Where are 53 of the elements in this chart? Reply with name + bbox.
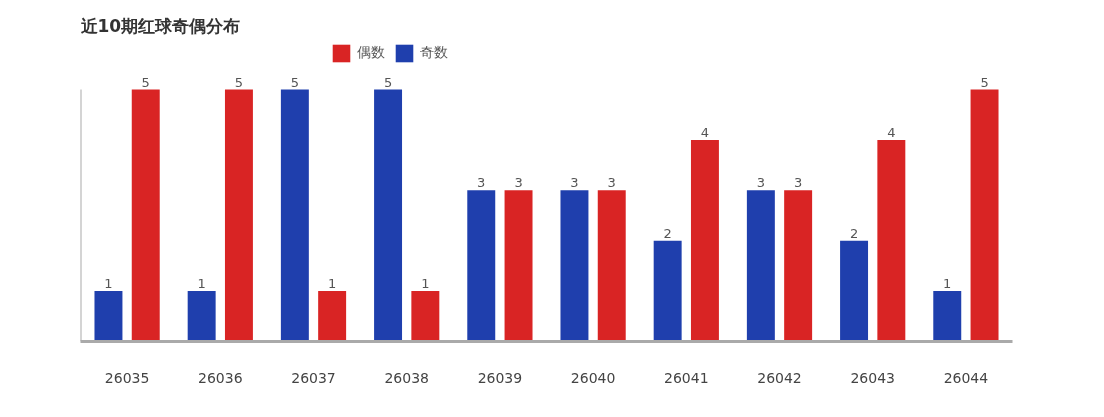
bar [504,190,533,342]
data-label: 3 [477,175,486,191]
x-tick-label: 26044 [943,369,989,386]
x-tick-label: 26037 [291,369,336,386]
bar [970,89,999,342]
data-label: 5 [234,74,244,90]
bar [784,190,813,342]
data-label: 4 [700,124,710,140]
bar [411,291,440,342]
legend-label: 偶数 [357,44,385,62]
bar [467,190,496,342]
bar [690,139,719,342]
data-label: 1 [421,276,430,292]
x-tick-label: 26042 [757,369,802,386]
data-label: 3 [607,175,616,191]
data-label: 5 [141,74,150,90]
data-label: 4 [887,124,896,140]
x-tick-label: 26038 [384,369,429,386]
bar [840,240,869,342]
bar [187,291,216,342]
x-tick-label: 26036 [198,369,243,386]
bar [933,291,962,342]
bar [224,89,253,342]
data-label: 1 [197,276,206,292]
data-label: 3 [570,175,579,191]
data-label: 1 [943,276,952,292]
bar [94,291,123,342]
bar [318,291,347,342]
chart-title: 近10期红球奇偶分布 [79,15,241,36]
bar [653,240,682,342]
x-tick-label: 26043 [850,369,895,386]
bar [597,190,626,342]
x-tick-label: 26041 [664,369,709,386]
bar [131,89,160,342]
data-label: 2 [849,225,859,241]
data-label: 5 [290,74,300,90]
data-label: 3 [756,175,766,191]
data-label: 3 [514,175,523,191]
x-tick-label: 26039 [477,369,523,386]
data-label: 5 [383,74,393,90]
bar [746,190,775,342]
data-label: 3 [794,175,803,191]
bar [877,139,906,342]
bar [560,190,589,342]
x-tick-label: 26040 [570,369,616,386]
x-tick-label: 26035 [104,369,150,386]
data-label: 2 [663,225,672,241]
data-label: 5 [980,74,989,90]
bar [280,89,309,342]
data-label: 1 [104,276,113,292]
bar [374,89,403,342]
data-label: 1 [328,276,337,292]
legend-label: 奇数 [420,44,448,62]
